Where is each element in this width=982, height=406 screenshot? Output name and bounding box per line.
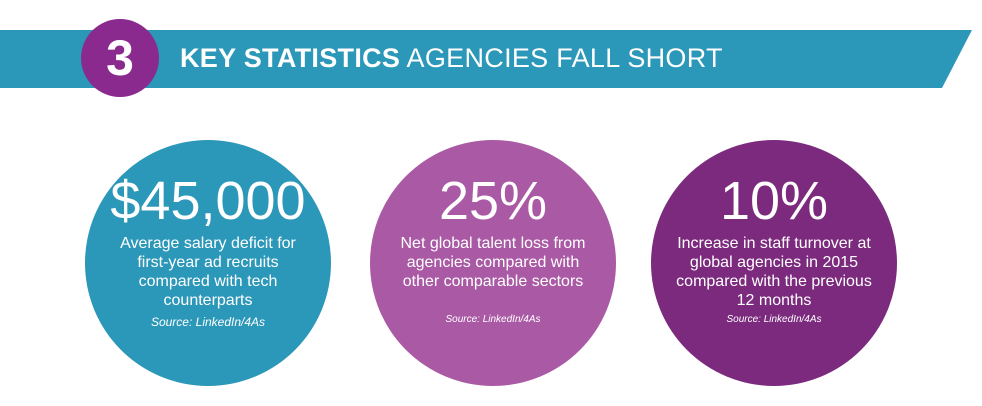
banner-title-light: AGENCIES FALL SHORT bbox=[406, 43, 723, 73]
stat-circle-talent-loss: 25% Net global talent loss from agencies… bbox=[370, 140, 616, 386]
header-banner bbox=[0, 30, 982, 88]
step-number-badge: 3 bbox=[81, 19, 159, 97]
stat-circle-turnover: 10% Increase in staff turnover at global… bbox=[651, 140, 897, 386]
banner-title: KEY STATISTICS AGENCIES FALL SHORT bbox=[180, 43, 723, 73]
banner-title-strong: KEY STATISTICS bbox=[180, 43, 401, 73]
stat-source: Source: LinkedIn/4As bbox=[150, 315, 266, 329]
stat-circle-salary: $45,000 Average salary deficit for first… bbox=[85, 140, 331, 386]
stat-description: Increase in staff turnover at global age… bbox=[676, 235, 872, 309]
stat-source: Source: LinkedIn/4As bbox=[445, 314, 541, 325]
stat-figure: 10% bbox=[719, 171, 829, 231]
stat-description: Net global talent loss from agencies com… bbox=[400, 235, 586, 290]
stat-description: Average salary deficit for first-year ad… bbox=[120, 235, 296, 309]
stat-figure: 25% bbox=[438, 171, 548, 231]
step-number: 3 bbox=[106, 30, 134, 86]
stat-figure: $45,000 bbox=[110, 171, 306, 231]
stat-source: Source: LinkedIn/4As bbox=[726, 314, 822, 325]
banner-ribbon bbox=[0, 30, 972, 88]
